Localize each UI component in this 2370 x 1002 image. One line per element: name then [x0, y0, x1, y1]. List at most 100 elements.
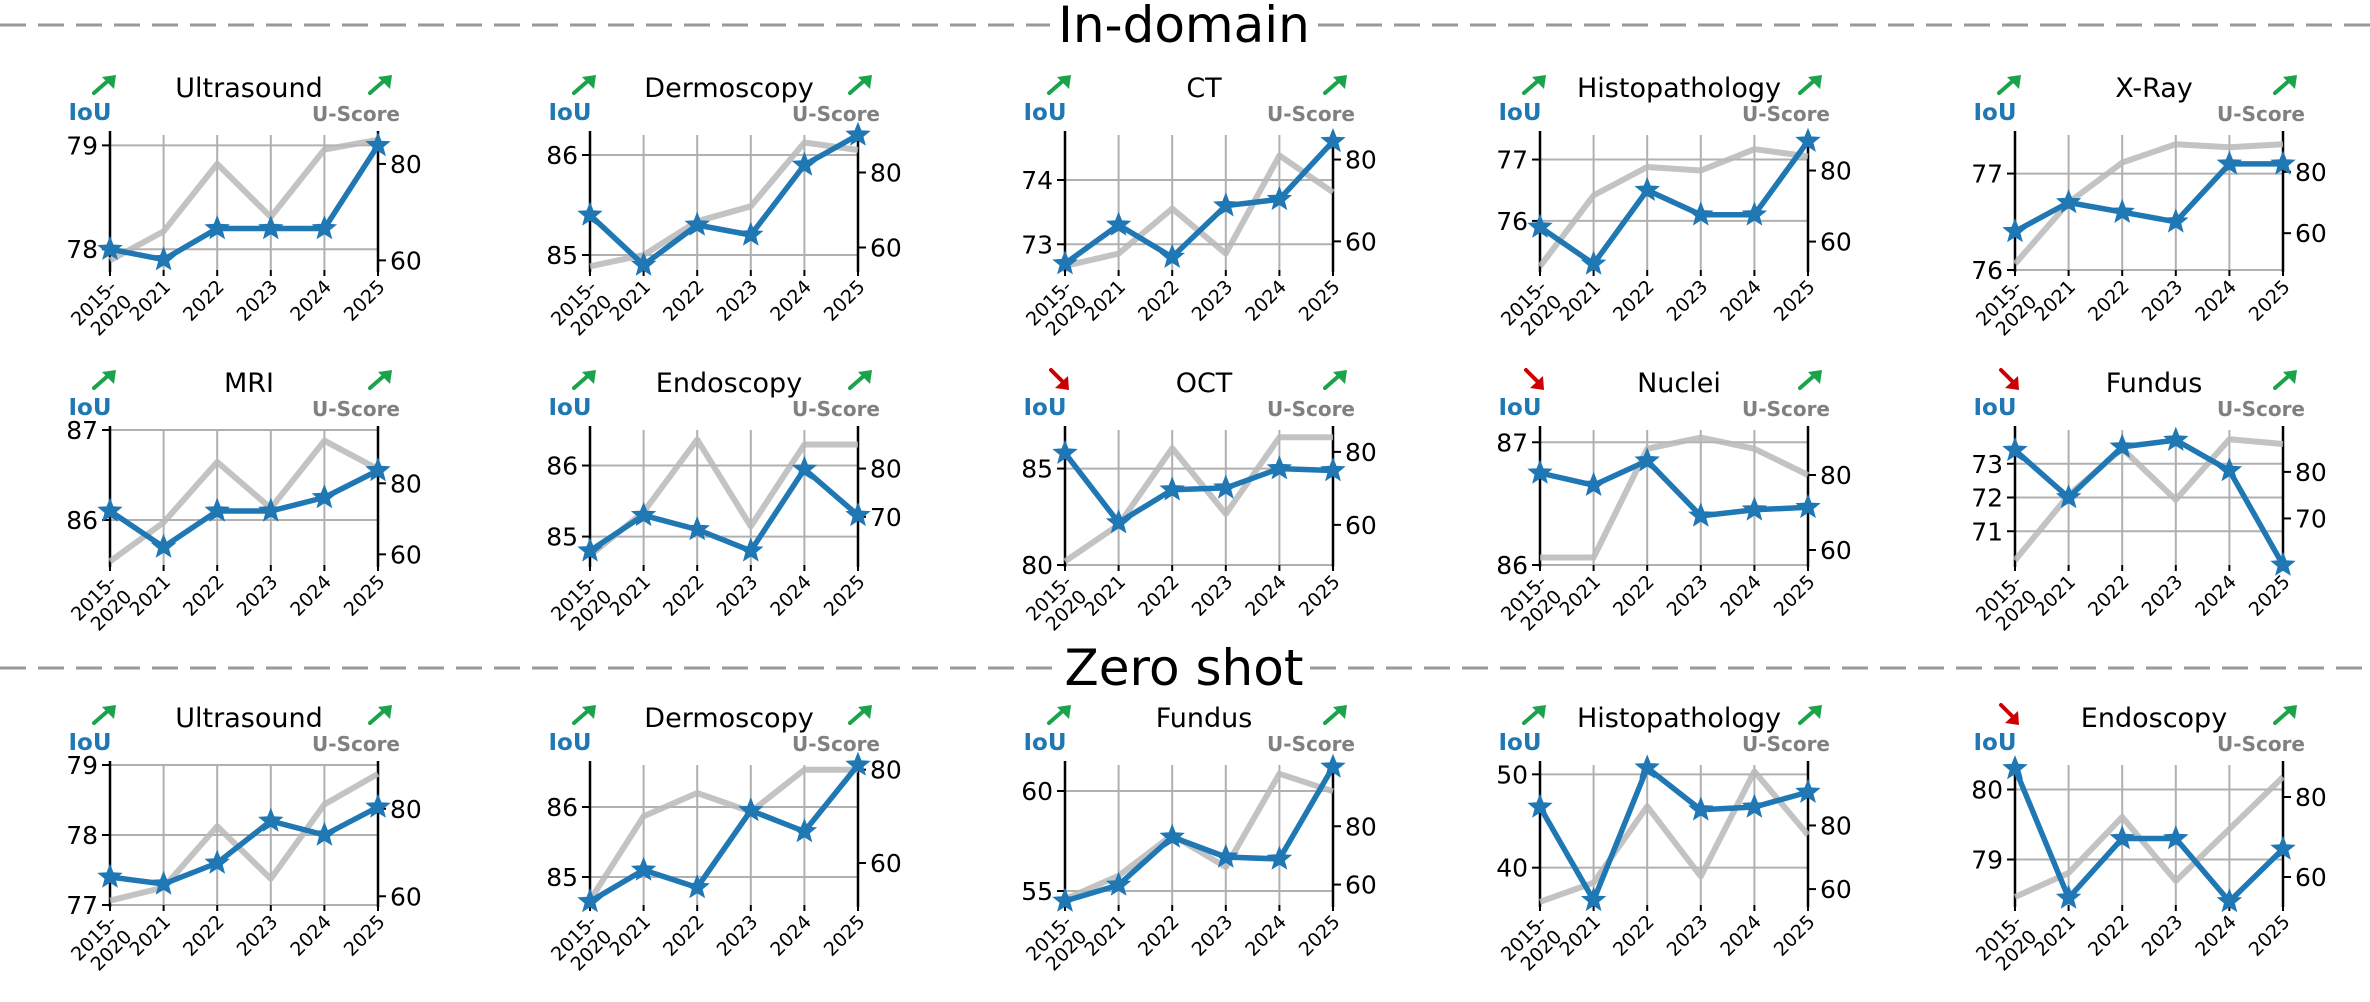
x-tick-label-line: 2025: [1770, 276, 1820, 326]
left-tick-label: 76: [1496, 207, 1528, 236]
x-tick-label: 2024: [1716, 911, 1766, 961]
x-tick-label: 2024: [1241, 571, 1291, 621]
x-tick-label: 2021: [125, 911, 175, 961]
x-tick-label-line: 2025: [1295, 276, 1345, 326]
uscore-trend-arrow-head: [858, 705, 872, 719]
x-tick-label-line: 2025: [820, 571, 870, 621]
x-tick-label-line: 2024: [286, 276, 336, 326]
iou-trend-arrow: [572, 705, 596, 725]
uscore-trend-arrow: [848, 705, 872, 725]
iou-point: [1795, 778, 1821, 803]
iou-point: [204, 849, 230, 874]
iou-point: [1741, 793, 1768, 818]
x-tick-label: 2021: [605, 276, 655, 326]
right-tick-label: 80: [870, 159, 902, 188]
x-tick-label: 2022: [1609, 571, 1659, 621]
x-tick-label-line: 2022: [659, 276, 709, 326]
iou-trend-arrow: [1997, 75, 2021, 95]
uscore-label: U-Score: [792, 102, 880, 126]
uscore-label: U-Score: [2217, 102, 2305, 126]
iou-trend-arrow: [1999, 703, 2019, 725]
uscore-trend-arrow-head: [1808, 75, 1822, 89]
iou-point: [1159, 476, 1185, 501]
x-tick-label: 2024: [1241, 276, 1291, 326]
right-tick-label: 80: [2295, 458, 2327, 487]
x-tick-label: 2023: [1188, 276, 1238, 326]
x-tick-label: 2025: [340, 911, 390, 961]
iou-point: [1634, 447, 1660, 472]
iou-point: [1266, 845, 1293, 870]
uscore-label: U-Score: [1267, 102, 1355, 126]
panel-title: X-Ray: [2115, 73, 2193, 104]
x-tick-label-line: 2021: [1080, 276, 1130, 326]
uscore-trend-arrow: [1323, 370, 1347, 390]
x-tick-label-line: 2023: [1663, 911, 1713, 961]
x-tick-label-line: 2021: [1555, 911, 1605, 961]
x-tick-label: 2023: [233, 571, 283, 621]
iou-line: [588, 466, 860, 554]
right-tick-label: 80: [1345, 438, 1377, 467]
x-tick-label: 2023: [1188, 911, 1238, 961]
x-tick-label-line: 2022: [659, 571, 709, 621]
iou-point: [1741, 201, 1768, 226]
panel-title: Nuclei: [1637, 368, 1721, 399]
uscore-label: U-Score: [312, 397, 400, 421]
right-tick-label: 60: [390, 246, 422, 275]
x-tick-label-line: 2025: [820, 276, 870, 326]
iou-line: [588, 763, 861, 904]
uscore-label: U-Score: [312, 732, 400, 756]
iou-line: [2012, 767, 2285, 905]
x-tick-label-line: 2024: [766, 571, 816, 621]
uscore-line: [2012, 436, 2284, 563]
iou-point: [97, 863, 123, 888]
right-tick-label: 60: [870, 234, 902, 263]
iou-trend-arrow: [1522, 705, 1546, 725]
x-tick-label-line: 2021: [1080, 571, 1130, 621]
uscore-trend-arrow-head: [1333, 705, 1347, 719]
x-tick-label-line: 2022: [179, 911, 229, 961]
x-tick-label: 2022: [1609, 276, 1659, 326]
x-tick-label: 2025: [1770, 911, 1820, 961]
x-tick-label: 2025: [1295, 571, 1345, 621]
x-tick-label: 2024: [286, 276, 336, 326]
iou-trend-arrow-head: [582, 705, 596, 719]
x-tick-label-line: 2025: [820, 911, 870, 961]
x-tick-label-line: 2021: [605, 571, 655, 621]
x-tick-label-line: 2023: [2138, 911, 2188, 961]
right-tick-label: 60: [1345, 511, 1377, 540]
uscore-trend-arrow-head: [1333, 370, 1347, 384]
left-tick-label: 71: [1971, 517, 2003, 546]
iou-point: [1213, 474, 1239, 499]
iou-label: IoU: [1498, 100, 1541, 126]
x-tick-label-line: 2023: [2138, 571, 2188, 621]
x-tick-label-line: 2022: [1609, 276, 1659, 326]
x-tick-label: 2023: [1663, 911, 1713, 961]
iou-point: [97, 497, 123, 522]
x-tick-label: 2022: [179, 276, 229, 326]
x-tick-label-line: 2024: [766, 276, 816, 326]
iou-label: IoU: [548, 100, 591, 126]
uscore-trend-arrow: [848, 75, 872, 95]
iou-point: [1320, 128, 1346, 153]
uscore-trend-arrow: [2273, 75, 2297, 95]
uscore-trend-arrow: [1323, 705, 1347, 725]
x-tick-label: 2022: [1134, 571, 1184, 621]
x-tick-label-line: 2021: [605, 276, 655, 326]
uscore-label: U-Score: [1267, 732, 1355, 756]
uscore-trend-arrow-head: [1808, 705, 1822, 719]
left-tick-label: 79: [1971, 846, 2003, 875]
right-tick-label: 60: [1345, 227, 1377, 256]
x-tick-label: 2021: [1080, 571, 1130, 621]
x-tick-label: 2025: [820, 571, 870, 621]
x-tick-label-line: 2024: [1241, 276, 1291, 326]
uscore-line: [1537, 146, 1809, 269]
x-tick-label-line: 2022: [2084, 911, 2134, 961]
iou-point: [1105, 211, 1132, 236]
x-tick-label-line: 2021: [125, 276, 175, 326]
x-tick-label: 2022: [2084, 911, 2134, 961]
uscore-line: [108, 136, 379, 264]
iou-point: [630, 251, 657, 276]
iou-line: [1063, 139, 1336, 266]
